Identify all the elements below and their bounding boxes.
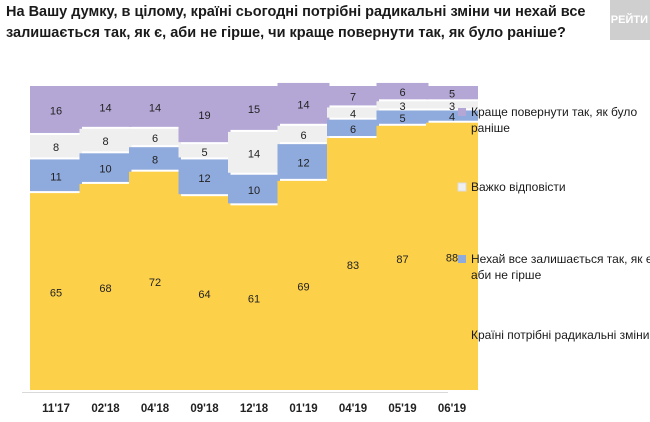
bar-segment [426, 86, 478, 100]
x-tick-label: 04'18 [141, 403, 170, 415]
data-label: 14 [149, 102, 161, 114]
bar-segment [129, 171, 181, 390]
data-label: 68 [99, 283, 111, 295]
bar-segment [129, 86, 181, 127]
data-label: 15 [248, 104, 260, 116]
legend-swatch [457, 182, 467, 192]
data-label: 10 [248, 185, 260, 197]
bar-segment [376, 110, 429, 124]
bar-segment [129, 128, 181, 146]
legend-label: Важко відповісти [471, 180, 566, 194]
data-label: 61 [248, 294, 260, 306]
bar-segment [178, 196, 231, 390]
data-label: 4 [449, 112, 455, 124]
bar-segment [277, 82, 330, 124]
data-label: 19 [198, 110, 210, 122]
bar-segment [327, 119, 379, 137]
data-label: 8 [152, 154, 158, 166]
data-label: 6 [152, 133, 158, 145]
bar-segment [30, 86, 82, 133]
bar-segment [178, 159, 231, 195]
data-label: 7 [350, 92, 356, 104]
bar-segment [30, 193, 82, 390]
legend-swatch [458, 255, 466, 263]
data-label: 12 [198, 173, 210, 185]
bar-segment [178, 86, 231, 143]
data-label: 83 [347, 260, 359, 272]
legend-label: Країні потрібні радикальні зміни [471, 328, 649, 342]
x-tick-label: 11'17 [42, 403, 70, 415]
bar-segment [376, 125, 429, 390]
x-tick-label: 02'18 [91, 403, 120, 415]
brand-logo: РЕЙТИ [610, 0, 650, 40]
bar-segment [228, 86, 280, 130]
bar-segment [327, 107, 379, 118]
data-label: 3 [449, 101, 455, 113]
data-label: 14 [99, 102, 111, 114]
bar-segment [30, 134, 82, 158]
bar-segment [228, 205, 280, 390]
bar-segment [79, 128, 132, 152]
bar-segment [30, 159, 82, 192]
data-label: 69 [297, 281, 309, 293]
bar-segment [426, 122, 478, 390]
data-label: 3 [399, 101, 405, 113]
data-label: 12 [297, 158, 309, 170]
bar-segment [277, 144, 330, 179]
data-label: 10 [99, 164, 111, 176]
data-label: 4 [350, 109, 356, 121]
x-tick-label: 01'19 [289, 403, 317, 415]
bar-segment [277, 125, 330, 143]
data-label: 5 [399, 113, 405, 125]
x-tick-label: 04'19 [339, 403, 367, 415]
x-tick-label: 05'19 [388, 403, 416, 415]
bar-segment [178, 144, 231, 158]
bar-segment [228, 174, 280, 204]
data-label: 6 [350, 124, 356, 136]
bar-segment [327, 86, 379, 106]
bar-segment [327, 138, 379, 390]
bar-segment [129, 147, 181, 170]
x-tick-label: 06'19 [438, 403, 466, 415]
bar-segment [376, 82, 429, 100]
legend-label: Краще повернути так, як було раніше [471, 105, 638, 135]
data-label: 6 [300, 130, 306, 142]
legend-label: Нехай все залишається так, як є, аби не г… [471, 252, 650, 282]
bar-segment [426, 101, 478, 109]
x-tick-label: 09'18 [190, 403, 219, 415]
legend-swatch [458, 331, 466, 339]
bar-segment [79, 183, 132, 390]
data-label: 11 [50, 171, 61, 183]
bar-segment [79, 153, 132, 182]
data-label: 5 [449, 89, 455, 101]
legend-swatch [458, 108, 466, 116]
data-label: 8 [53, 142, 59, 154]
data-label: 14 [248, 148, 260, 160]
data-label: 65 [50, 288, 62, 300]
x-tick-label: 12'18 [240, 403, 269, 415]
data-label: 16 [50, 105, 62, 117]
data-label: 64 [198, 289, 210, 301]
chart-title: На Вашу думку, в цілому, країні сьогодні… [6, 4, 586, 41]
bar-segment [228, 131, 280, 173]
data-label: 14 [297, 99, 309, 111]
bar-segment [426, 110, 478, 121]
data-label: 88 [446, 252, 458, 264]
bar-segment [79, 86, 132, 127]
bar-segment [277, 180, 330, 390]
data-label: 72 [149, 277, 161, 289]
data-label: 6 [399, 87, 405, 99]
data-label: 5 [201, 147, 207, 159]
bar-segment [376, 101, 429, 109]
data-label: 87 [396, 254, 408, 266]
data-label: 8 [102, 136, 108, 148]
